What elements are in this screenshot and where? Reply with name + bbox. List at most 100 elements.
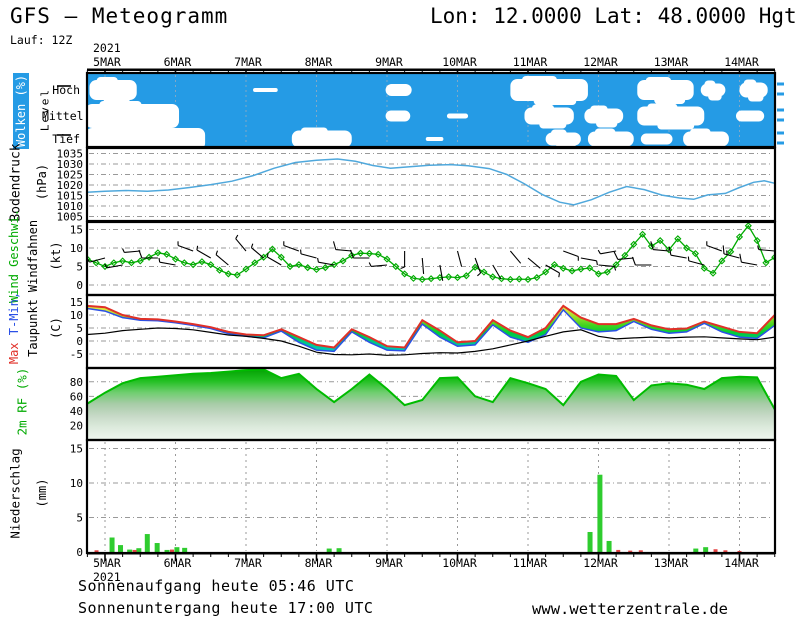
wind-speed-point [612,261,620,269]
wind-speed-point [145,253,153,261]
wind-speed-point [445,273,453,281]
top-date-label: 13MAR [654,55,689,69]
cloud-blob [645,77,672,85]
y-tick-label: 10 [70,309,83,322]
wind-barb [650,241,670,252]
bottom-date-label: 5MAR [93,556,121,570]
top-date-label: 5MAR [93,55,121,69]
precip-bar-green [597,474,603,552]
wind-barb [580,257,598,266]
wind-speed-point [621,251,629,259]
cloud-blob [647,103,678,112]
wind-speed-point [735,233,744,241]
wind-barb [739,253,758,266]
cloud-blob [385,84,412,96]
wind-series [87,222,775,284]
bottom-year-label: 2021 [93,570,121,584]
wind-speed-point [489,273,497,281]
temp-max-line [87,304,775,349]
wind-speed-point [189,261,197,269]
y-tick-label: 1015 [57,190,84,203]
wind-barb [332,241,352,252]
wind-speed-point [339,257,347,265]
precip-bar-red [132,549,137,552]
top-year-label: 2021 [93,41,121,55]
wind-barb [349,249,370,259]
bottom-date-label: 9MAR [375,556,403,570]
wind-speed-point [691,249,700,258]
precip-bar-green [703,547,709,552]
wind-speed-point [409,274,418,282]
wind-speed-point [277,253,285,261]
wind-speed-point [154,249,162,257]
bottom-date-label: 14MAR [724,556,759,570]
wind-barb [509,250,522,264]
wind-speed-point [577,265,585,273]
cloud-level-mittel-label: Mittel [42,109,84,123]
y-tick-label: 1005 [57,211,84,224]
precip-bar-green [326,548,332,552]
precip-bar-red [616,549,621,552]
cloud-blob [590,105,608,114]
wind-speed-point [480,268,488,276]
wind-speed-point [233,271,241,279]
wind-barb [368,262,388,267]
wind-speed-point [295,261,303,269]
wind-speed-point [727,248,735,256]
wind-speed-point [665,246,673,254]
cloud-blob [385,110,411,122]
wind-barb [158,257,176,266]
wind-speed-point [383,255,391,263]
page-title: GFS – Meteogramm [10,4,229,28]
precip-bar-red [723,550,728,552]
wind-barb [527,257,541,269]
cloud-blob [510,79,588,101]
y-tick-label: 0 [76,335,83,348]
y-tick-label: 1010 [57,200,84,213]
wind-speed-point [568,267,576,275]
precip-unit-label: (mm) [35,478,49,508]
bottom-date-label: 6MAR [164,556,192,570]
wind-speed-point [550,261,559,269]
cloud-blob [596,119,618,128]
wind-speed-point [348,251,356,259]
cloud-blob [533,97,577,105]
dewpoint-line [87,327,775,356]
cloud-blob [99,101,142,109]
precip-bar-green [118,545,124,552]
wind-unit-label: (kt) [49,241,63,271]
wind-barb [563,250,579,261]
cloud-blobs [87,76,768,154]
wind-speed-point [401,270,409,278]
cloud-blob [446,113,469,119]
wind-barb [722,245,740,259]
wind-speed-point [603,268,611,276]
wind-speed-point [215,266,224,274]
bottom-date-label: 11MAR [513,556,548,570]
wind-speed-point [171,255,180,263]
y-tick-label: 5 [76,512,83,525]
top-date-label: 7MAR [234,55,262,69]
wind-speed-point [427,275,435,283]
wind-speed-point [198,258,206,266]
wind-barb [266,252,282,266]
cloud-blob [640,133,673,145]
wind-speed-point [533,274,541,282]
wind-speed-point [515,275,523,283]
cloud-blob [539,120,567,129]
wind-speed-point [110,259,118,267]
y-tick-label: 80 [70,376,83,389]
y-tick-label: 15 [70,296,83,309]
website-text: www.wetterzentrale.de [532,600,728,618]
precip-panel: 15 10 5 0 [70,442,773,559]
wind-barb [235,234,247,252]
cloud-blob [103,125,158,133]
precip-bar-green [182,547,188,552]
wind-border [85,220,777,297]
rh-line [87,368,775,410]
precip-bar-red [638,550,643,552]
header-coordinates: Lon: 12.0000 Lat: 48.0000 Hgt: 5 [430,4,800,28]
